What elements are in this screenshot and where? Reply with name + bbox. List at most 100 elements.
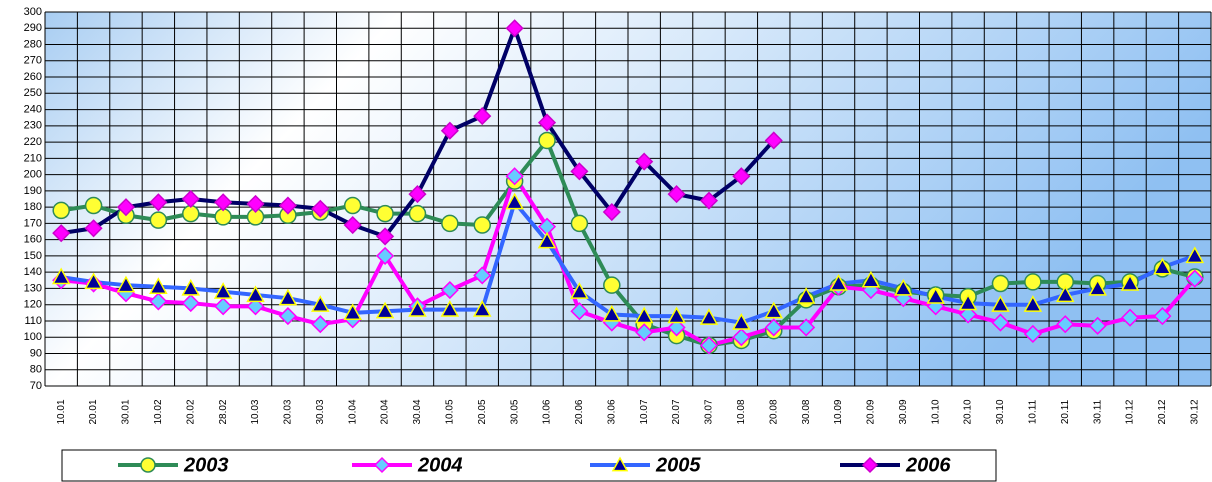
marker [829,274,848,291]
marker [1185,246,1205,264]
x-tick-label: 10.07 [639,399,650,424]
y-tick-label: 170 [24,217,42,229]
x-tick-label: 20.12 [1157,399,1168,424]
marker [278,307,297,326]
y-tick-label: 180 [24,201,42,213]
x-tick-label: 30.01 [121,399,132,424]
x-tick-label: 10.12 [1125,399,1136,424]
marker [861,270,881,288]
marker [408,300,427,317]
marker [505,19,524,38]
x-tick-label: 20.01 [88,399,99,424]
marker [505,167,524,186]
y-tick-label: 190 [24,185,42,197]
marker [732,328,751,347]
x-tick-label: 20.02 [185,399,196,424]
marker [246,297,265,316]
marker [375,301,395,319]
marker [181,294,200,313]
marker [602,304,622,322]
marker [246,285,265,303]
marker [570,282,589,299]
marker [440,281,459,300]
marker [1185,269,1204,288]
marker [311,199,330,218]
marker [764,131,783,150]
legend-label: 2003 [183,454,229,476]
y-tick-label: 90 [30,347,42,359]
y-tick-label: 270 [24,55,42,67]
x-tick-label: 10.04 [347,399,358,424]
marker [214,297,233,316]
marker [699,336,719,355]
marker [473,266,492,285]
marker [505,192,524,210]
marker [473,216,491,234]
y-tick-label: 120 [24,299,42,311]
x-tick-label: 30.11 [1092,399,1103,424]
marker [797,318,816,337]
x-tick-label: 20.10 [963,399,974,424]
marker [1024,273,1042,291]
marker [84,219,103,238]
marker [570,162,589,181]
marker [51,267,71,285]
marker [373,456,391,474]
marker [84,196,103,215]
y-tick-label: 280 [24,38,42,50]
y-tick-label: 70 [30,380,42,392]
marker [537,113,557,132]
x-tick-label: 20.06 [574,399,585,424]
x-tick-label: 10.06 [542,399,553,424]
legend-label: 2004 [417,454,463,476]
marker [926,287,945,304]
marker [764,301,784,319]
marker [376,227,395,246]
marker [1120,308,1140,327]
y-tick-label: 260 [24,71,42,83]
marker [699,308,719,325]
marker [732,313,751,330]
x-tick-label: 30.10 [995,399,1006,424]
y-tick-label: 220 [24,136,42,148]
marker [213,282,233,299]
x-tick-label: 20.08 [768,399,779,424]
y-tick-label: 200 [24,169,42,181]
marker [149,211,168,229]
marker [472,300,492,317]
marker [603,276,621,294]
marker [1088,278,1107,296]
marker [343,196,362,215]
marker [116,275,136,293]
x-tick-label: 10.09 [833,399,844,424]
x-tick-label: 20.04 [380,399,391,424]
marker [667,306,686,324]
marker [440,300,460,317]
y-tick-label: 230 [24,120,42,132]
marker [246,194,265,213]
marker [214,193,233,212]
marker [441,214,459,233]
y-tick-label: 210 [24,152,42,164]
marker [667,318,686,337]
x-tick-label: 30.05 [509,399,520,424]
x-tick-label: 10.02 [153,399,164,424]
marker [635,152,654,171]
x-tick-label: 30.12 [1189,399,1200,424]
marker [635,323,654,342]
x-tick-label: 30.08 [801,399,812,424]
marker [376,246,395,265]
marker [732,167,751,186]
y-tick-label: 110 [24,315,42,327]
marker [408,185,427,204]
marker [473,107,492,126]
y-tick-label: 150 [24,250,42,262]
x-tick-label: 30.03 [315,399,326,424]
marker [343,215,362,235]
marker [796,287,816,304]
marker [1056,315,1075,334]
legend-label: 2005 [655,454,701,476]
marker [343,303,362,320]
y-tick-label: 290 [24,22,42,34]
